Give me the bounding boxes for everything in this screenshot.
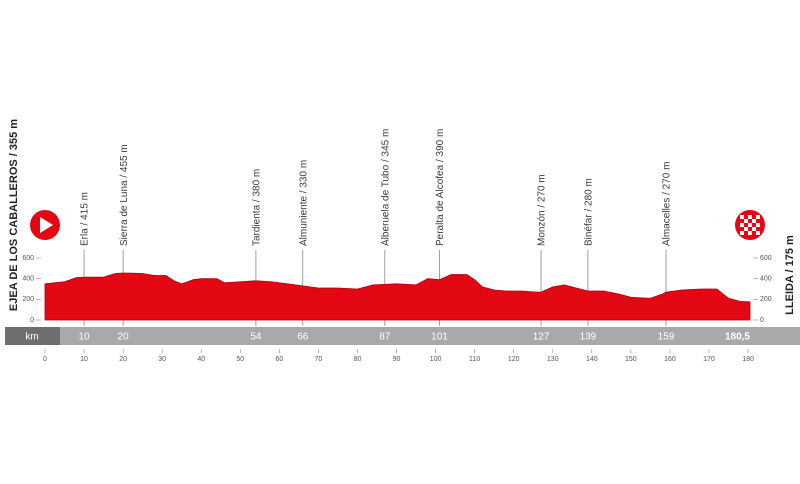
waypoint-label: Alberuela de Tubo / 345 m <box>380 129 391 246</box>
finish-icon <box>735 210 765 240</box>
y-tick-label: 0 <box>760 317 764 324</box>
x-tick-label: 70 <box>315 356 323 363</box>
y-tick-label: 400 <box>760 276 772 283</box>
x-tick-label: 40 <box>197 356 205 363</box>
waypoint-km: 159 <box>658 332 675 343</box>
waypoint-label: Sierra de Luna / 455 m <box>119 144 130 246</box>
waypoint-label: Almacelles / 270 m <box>662 162 673 246</box>
x-tick-label: 10 <box>80 356 88 363</box>
x-tick-label: 50 <box>236 356 244 363</box>
x-tick-label: 0 <box>43 356 47 363</box>
x-tick-label: 170 <box>703 356 715 363</box>
waypoint-km: 87 <box>379 332 391 343</box>
waypoint-km: 20 <box>118 332 130 343</box>
waypoint-km: 66 <box>297 332 309 343</box>
x-tick-label: 20 <box>119 356 127 363</box>
x-tick-label: 180 <box>742 356 754 363</box>
x-tick-label: 30 <box>158 356 166 363</box>
km-label: km <box>25 332 38 343</box>
y-tick-label: 200 <box>22 296 34 303</box>
waypoint-km: 101 <box>431 332 448 343</box>
start-label: EJEA DE LOS CABALLEROS / 355 m <box>8 119 20 311</box>
waypoint-km: 180,5 <box>725 332 750 343</box>
x-tick-label: 110 <box>469 356 480 363</box>
x-tick-label: 160 <box>664 356 676 363</box>
waypoint-label: Binéfar / 280 m <box>584 178 595 246</box>
x-tick-label: 130 <box>547 356 559 363</box>
waypoint-km: 10 <box>78 332 90 343</box>
y-tick-label: 0 <box>30 317 34 324</box>
waypoint-label: Erla / 415 m <box>80 192 91 246</box>
y-tick-label: 200 <box>760 296 772 303</box>
km-bar <box>5 327 800 345</box>
waypoint-label: Peralta de Alcofea / 390 m <box>435 129 446 246</box>
x-tick-label: 80 <box>354 356 362 363</box>
finish-label: LLEIDA / 175 m <box>784 235 796 315</box>
x-tick-label: 150 <box>625 356 637 363</box>
y-tick-label: 400 <box>22 276 34 283</box>
km-box <box>5 327 60 345</box>
waypoint-label: Monzón / 270 m <box>537 174 548 246</box>
waypoint-km: 127 <box>533 332 550 343</box>
waypoint-km: 54 <box>250 332 262 343</box>
elevation-area <box>44 272 751 321</box>
start-icon <box>30 210 60 240</box>
waypoint-label: Almuniente / 330 m <box>298 160 309 246</box>
x-tick-label: 90 <box>393 356 401 363</box>
y-tick-label: 600 <box>760 255 772 262</box>
waypoint-km: 139 <box>580 332 597 343</box>
waypoint-label: Tardienta / 380 m <box>252 169 263 246</box>
x-tick-label: 60 <box>275 356 283 363</box>
x-tick-label: 100 <box>430 356 442 363</box>
y-tick-label: 600 <box>22 255 34 262</box>
x-tick-label: 140 <box>586 356 598 363</box>
x-tick-label: 120 <box>508 356 520 363</box>
